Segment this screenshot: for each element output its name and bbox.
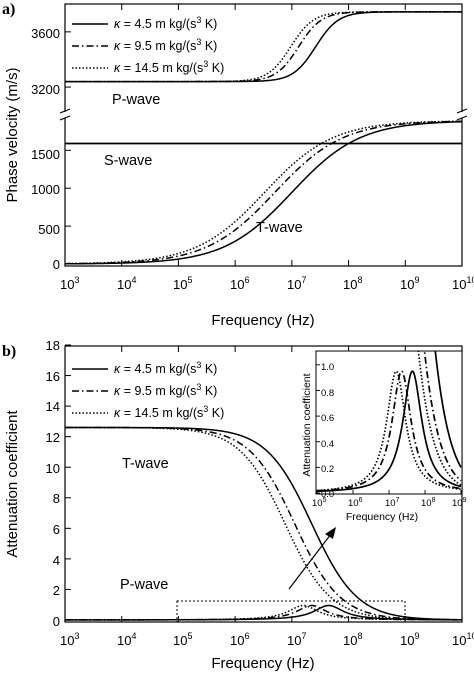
inset-xtick-label: 107 bbox=[385, 497, 400, 509]
panel-label-b: b) bbox=[2, 343, 16, 360]
ticks-b bbox=[64, 344, 463, 622]
inset-x-axis-label: Frequency (Hz) bbox=[346, 511, 418, 523]
xtick-label: 107 bbox=[287, 631, 306, 648]
annotation-t-wave-a: T-wave bbox=[256, 220, 303, 236]
inset-t-wave-4-5 bbox=[434, 351, 462, 468]
x-axis-label-b: Frequency (Hz) bbox=[211, 655, 314, 672]
ytick-label: 4 bbox=[53, 553, 60, 568]
inset-curves-clip bbox=[316, 351, 462, 493]
xtick-label: 108 bbox=[343, 275, 362, 292]
y-axis-label-b: Attenuation coefficient bbox=[4, 410, 21, 558]
xtick-label: 105 bbox=[173, 275, 192, 292]
x-axis-label-a: Frequency (Hz) bbox=[211, 312, 314, 329]
legend-entry: κ = 14.5 m kg/(s3 K) bbox=[114, 404, 224, 420]
inset-xtick-label: 106 bbox=[348, 497, 363, 509]
inset-y-axis-label: Attenuation coefficient bbox=[301, 373, 313, 476]
curves-inset bbox=[316, 351, 462, 493]
ytick-label: 6 bbox=[53, 522, 60, 537]
xtick-label: 106 bbox=[230, 631, 249, 648]
annotation-s-wave: S-wave bbox=[104, 153, 152, 169]
xtick-labels-a: 103 104 105 106 107 108 109 1010 bbox=[60, 275, 474, 292]
legend-entry: κ = 4.5 m kg/(s3 K) bbox=[114, 15, 217, 31]
t-wave-curve-14-5 bbox=[64, 120, 463, 265]
p-wave-atten-9-5 bbox=[65, 604, 462, 621]
inset-t-wave-9-5 bbox=[423, 351, 462, 482]
curves-a bbox=[64, 11, 463, 265]
inset-xtick-label: 109 bbox=[452, 497, 467, 509]
ytick-label-a-1000: 1000 bbox=[31, 182, 60, 197]
ytick-label-a-3600: 3600 bbox=[31, 26, 60, 41]
ytick-label-a-3200: 3200 bbox=[31, 82, 60, 97]
ytick-label: 2 bbox=[53, 583, 60, 598]
xtick-label: 106 bbox=[230, 275, 249, 292]
ytick-label-a-500: 500 bbox=[38, 222, 60, 237]
ytick-labels-b: 0 2 4 6 8 10 12 14 16 18 bbox=[46, 338, 60, 629]
xtick-label: 103 bbox=[60, 275, 79, 292]
xtick-label: 108 bbox=[343, 631, 362, 648]
ytick-label: 0 bbox=[53, 614, 60, 629]
xtick-label: 105 bbox=[173, 631, 192, 648]
ytick-label: 18 bbox=[46, 338, 60, 353]
legend-entry: κ = 9.5 m kg/(s3 K) bbox=[114, 382, 217, 398]
xtick-label: 104 bbox=[117, 631, 136, 648]
y-axis-label-a: Phase velocity (m/s) bbox=[4, 67, 21, 202]
inset-p-wave-4-5 bbox=[316, 370, 462, 493]
xtick-label: 103 bbox=[60, 631, 79, 648]
annotation-p-wave-b: P-wave bbox=[120, 577, 168, 593]
ytick-label: 14 bbox=[46, 399, 60, 414]
xtick-label: 109 bbox=[400, 275, 419, 292]
legend-entry: κ = 9.5 m kg/(s3 K) bbox=[114, 37, 217, 53]
annotation-p-wave-a: P-wave bbox=[112, 92, 160, 108]
t-wave-atten-9-5 bbox=[65, 426, 463, 621]
curves-b bbox=[65, 426, 463, 621]
zoom-box bbox=[176, 600, 406, 623]
xtick-label: 107 bbox=[287, 275, 306, 292]
t-wave-atten-4-5 bbox=[65, 426, 463, 621]
legend-entry: κ = 14.5 m kg/(s3 K) bbox=[114, 59, 224, 75]
inset-xtick-label: 105 bbox=[312, 497, 327, 509]
inset-xtick-label: 108 bbox=[421, 497, 436, 509]
ytick-label: 10 bbox=[46, 461, 60, 476]
inset-ytick-label: 0.0 bbox=[321, 489, 334, 500]
inset-ytick-label: 0.2 bbox=[321, 464, 334, 475]
inset: 0.0 0.2 0.4 0.6 0.8 1.0 105 106 107 108 … bbox=[301, 350, 467, 523]
legend-b: κ = 4.5 m kg/(s3 K) κ = 9.5 m kg/(s3 K) … bbox=[72, 360, 224, 420]
ytick-label-a-0: 0 bbox=[53, 257, 60, 272]
ytick-label: 8 bbox=[53, 491, 60, 506]
p-wave-curve-9-5 bbox=[65, 11, 462, 83]
zoom-arrow bbox=[288, 527, 336, 590]
inset-frame bbox=[315, 350, 463, 495]
inset-ytick-label: 1.0 bbox=[321, 362, 334, 373]
xtick-labels-b: 103 104 105 106 107 108 109 1010 bbox=[60, 631, 474, 648]
t-wave-curve-4-5 bbox=[64, 120, 463, 265]
ytick-label: 12 bbox=[46, 430, 60, 445]
axis-break-a bbox=[59, 108, 468, 121]
plot-frame-a bbox=[64, 3, 463, 267]
inset-ytick-label: 0.8 bbox=[321, 388, 334, 399]
xtick-label: 104 bbox=[117, 275, 136, 292]
inset-ytick-label: 0.6 bbox=[321, 413, 334, 424]
legend-entry: κ = 4.5 m kg/(s3 K) bbox=[114, 360, 217, 376]
legend-a: κ = 4.5 m kg/(s3 K) κ = 9.5 m kg/(s3 K) … bbox=[72, 15, 224, 75]
inset-t-wave-14-5 bbox=[417, 351, 462, 486]
ticks-inset bbox=[316, 364, 462, 494]
inset-ytick-label: 0.4 bbox=[321, 439, 334, 450]
annotation-t-wave-b: T-wave bbox=[122, 456, 169, 472]
xtick-label: 1010 bbox=[452, 631, 474, 648]
panel-label-a: a) bbox=[2, 1, 15, 18]
ytick-label-a-1500: 1500 bbox=[31, 147, 60, 162]
xtick-label: 1010 bbox=[452, 275, 474, 292]
ytick-label: 16 bbox=[46, 369, 60, 384]
xtick-label: 109 bbox=[400, 631, 419, 648]
